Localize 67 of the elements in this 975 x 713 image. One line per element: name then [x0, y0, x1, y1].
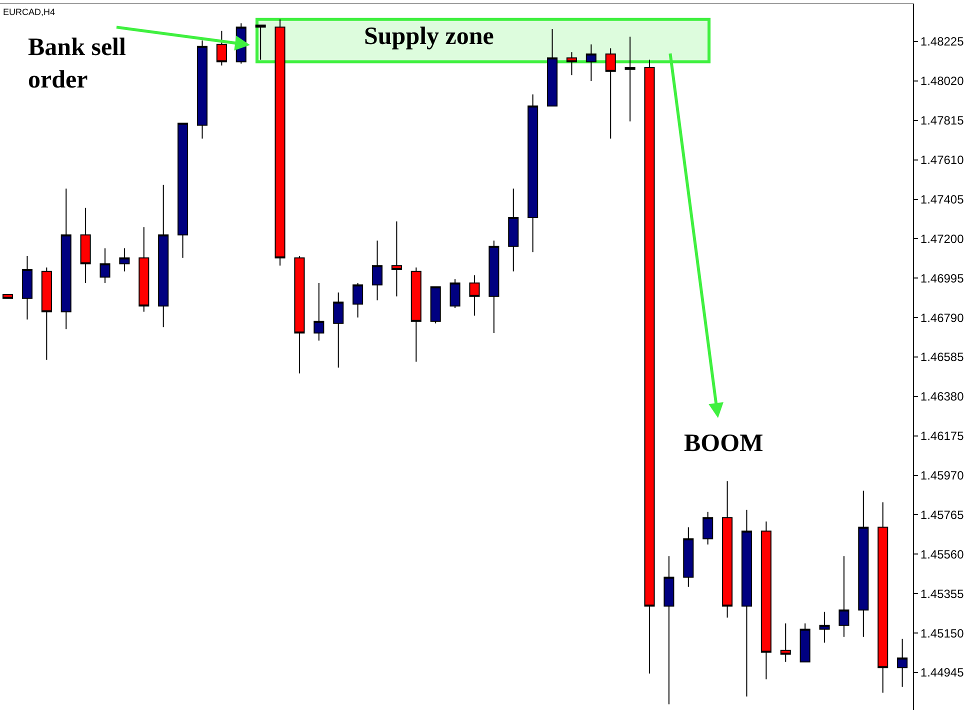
- candlestick: [858, 490, 869, 638]
- y-tick-label: 1.45970: [920, 468, 964, 483]
- candlestick: [547, 28, 558, 106]
- candlestick: [450, 278, 460, 308]
- candlestick: [2, 294, 14, 299]
- candlestick: [294, 256, 305, 374]
- candlestick: [430, 286, 441, 324]
- candlestick: [566, 52, 577, 76]
- candlestick: [586, 44, 596, 82]
- annotation: Bank sell order: [28, 34, 126, 94]
- band-label: Supply zone: [364, 23, 494, 50]
- y-tick-label: 1.47405: [920, 192, 964, 206]
- y-tick-label: 1.47610: [920, 153, 964, 168]
- candlestick: [605, 48, 616, 140]
- candlestick: [838, 556, 850, 638]
- candlestick: [780, 622, 791, 662]
- y-tick-label: 1.46175: [920, 429, 964, 444]
- y-tick-label: 1.46995: [920, 271, 964, 286]
- y-tick-label: 1.46380: [920, 390, 964, 404]
- candlestick: [216, 30, 227, 66]
- candlestick: [178, 122, 188, 258]
- candlestick: [664, 556, 674, 705]
- candlestick: [100, 248, 110, 284]
- candlestick: [897, 638, 908, 688]
- candlestick: [488, 240, 500, 334]
- candlestick: [800, 622, 810, 662]
- candlestick: [138, 226, 150, 312]
- candlestick: [314, 282, 324, 342]
- y-tick-label: 1.47200: [920, 232, 964, 246]
- y-tick-label: 1.45765: [920, 508, 964, 522]
- y-tick-label: 1.45560: [920, 547, 964, 562]
- candlestick: [333, 292, 344, 368]
- y-tick-label: 1.45355: [920, 586, 964, 601]
- candlestick: [624, 36, 636, 122]
- candlestick: [80, 207, 91, 284]
- candlestick: [508, 188, 519, 272]
- y-tick-label: 1.46790: [920, 310, 964, 325]
- candlestick: [644, 59, 655, 674]
- candlestick: [410, 267, 422, 362]
- candlestick: [683, 526, 694, 588]
- candlestick: [391, 220, 402, 297]
- candlestick: [760, 520, 772, 680]
- annotation: BOOM: [684, 430, 764, 457]
- y-tick-label: 1.48225: [920, 34, 964, 49]
- y-tick-label: 1.45150: [920, 626, 964, 640]
- y-tick-label: 1.48020: [920, 74, 964, 88]
- candlestick: [60, 188, 72, 330]
- candlestick: [722, 480, 733, 618]
- candlestick: [352, 282, 364, 318]
- candlestick: [158, 184, 169, 328]
- candlestick: [528, 94, 538, 253]
- candlestick: [274, 18, 286, 266]
- y-tick-label: 1.46585: [920, 350, 964, 364]
- candlestick: [469, 274, 480, 316]
- candlestick: [119, 248, 130, 272]
- y-tick-label: 1.47815: [920, 114, 964, 128]
- candlestick: [22, 256, 32, 320]
- candlestick: [41, 267, 52, 360]
- candlestick: [819, 611, 830, 644]
- candlestick: [741, 509, 752, 698]
- candlestick: [372, 240, 383, 301]
- chart-title: EURCAD,H4: [3, 7, 56, 18]
- y-tick-label: 1.44945: [920, 666, 964, 680]
- candlestick: [878, 502, 888, 694]
- candlestick: [196, 40, 208, 140]
- candlestick: [702, 511, 714, 546]
- candlestick: [255, 24, 266, 60]
